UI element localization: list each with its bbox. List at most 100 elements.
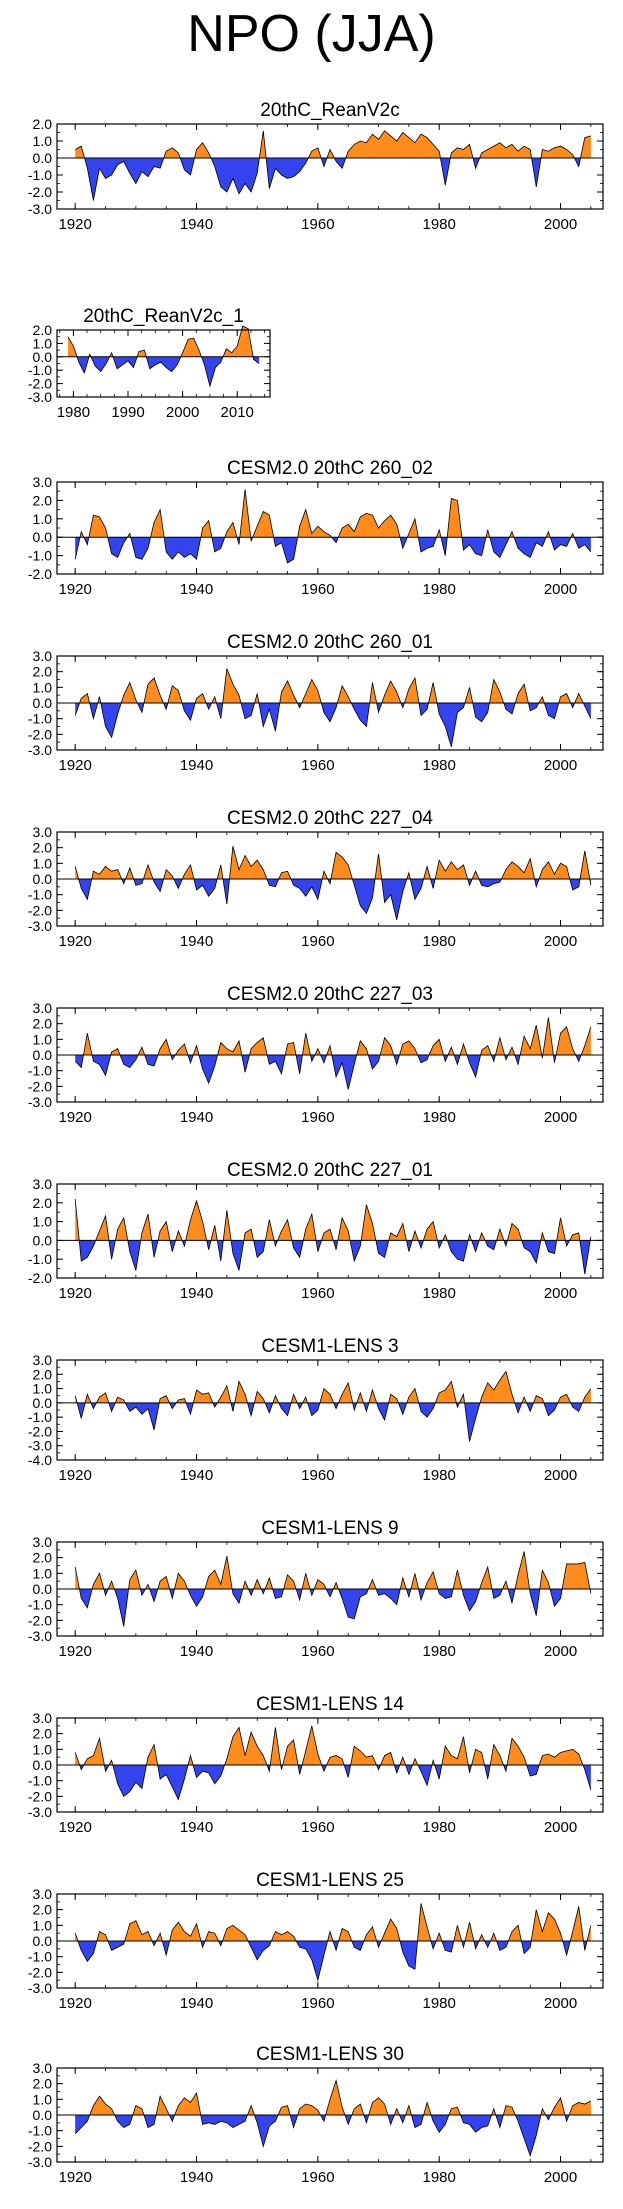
y-tick-label: 2.0	[33, 322, 53, 338]
positive-area	[303, 1214, 317, 1241]
negative-area	[376, 1765, 381, 1770]
y-tick-label: 1.0	[33, 2091, 53, 2107]
x-tick-label: 1940	[180, 1109, 213, 1126]
y-tick-label: -2.0	[28, 1612, 52, 1628]
negative-area	[514, 1402, 522, 1413]
positive-area	[490, 1744, 504, 1765]
negative-area	[333, 1240, 338, 1250]
chart-title: 20thC_ReanV2c_1	[83, 306, 244, 327]
y-tick-label: 2.0	[33, 1366, 53, 1382]
positive-area	[95, 1215, 109, 1241]
negative-area	[254, 2115, 279, 2147]
positive-area	[428, 682, 438, 703]
negative-area	[485, 1240, 497, 1250]
chart-panel: 20thC_ReanV2c_1 2.01.00.0-1.0-2.0-3.0 1980…	[28, 306, 271, 421]
x-tick-label: 1980	[423, 581, 456, 598]
positive-area	[224, 1727, 267, 1765]
negative-area	[503, 703, 516, 714]
positive-area	[326, 1755, 345, 1765]
positive-area	[143, 677, 164, 703]
positive-area	[350, 1746, 377, 1765]
x-tick-label: 1980	[423, 1109, 456, 1126]
positive-area	[125, 868, 134, 879]
negative-area	[363, 2115, 369, 2123]
chart-title: CESM1-LENS 25	[256, 1870, 404, 1891]
positive-area	[540, 146, 575, 158]
x-tick-label: 1920	[59, 1109, 92, 1126]
negative-area	[418, 1402, 436, 1418]
negative-area	[297, 703, 302, 708]
positive-area	[89, 2096, 115, 2115]
positive-area	[491, 2108, 496, 2115]
negative-area	[545, 2115, 551, 2120]
negative-area	[121, 879, 126, 884]
negative-area	[310, 1589, 315, 1596]
y-tick-label: -1.0	[28, 1949, 52, 1965]
x-tick-label: 1960	[301, 1467, 334, 1484]
positive-area	[174, 2093, 201, 2115]
y-tick-label: 2.0	[33, 664, 53, 680]
positive-area	[193, 1045, 199, 1055]
positive-area	[460, 1044, 468, 1055]
negative-area	[333, 1402, 339, 1409]
y-tick-label: -4.0	[28, 1452, 52, 1468]
negative-area	[351, 703, 370, 727]
positive-area	[569, 1232, 580, 1241]
x-tick-label: 1980	[423, 2169, 456, 2186]
positive-area	[356, 1392, 364, 1403]
negative-area	[352, 879, 376, 914]
positive-area	[217, 1040, 242, 1055]
positive-area	[234, 1381, 248, 1403]
y-tick-label: 0.0	[33, 695, 53, 711]
negative-area	[461, 537, 486, 556]
negative-area	[187, 1589, 205, 1607]
negative-area	[454, 1055, 461, 1065]
x-tick-label: 1920	[59, 1285, 92, 1302]
series-line	[67, 325, 260, 388]
positive-area	[394, 2108, 400, 2115]
chart-panel: CESM1-LENS 9 3.02.01.00.0-1.0-2.0-3.0 1920…	[28, 1518, 604, 1660]
negative-area	[316, 1240, 322, 1252]
y-tick-label: -2.0	[28, 1270, 52, 1286]
negative-area	[515, 2115, 541, 2156]
y-tick-label: 0.0	[33, 1047, 53, 1063]
negative-area	[495, 2115, 504, 2128]
positive-area	[388, 1223, 407, 1241]
positive-area	[243, 1229, 254, 1241]
y-tick-label: 3.0	[33, 648, 53, 664]
negative-area	[77, 1941, 97, 1962]
positive-area	[338, 1928, 352, 1941]
y-tick-label: 0.0	[33, 871, 53, 887]
negative-area	[232, 1589, 243, 1604]
negative-area	[75, 2115, 90, 2134]
negative-area	[149, 1589, 158, 1602]
negative-area	[471, 1240, 480, 1252]
negative-area	[321, 703, 338, 722]
positive-area	[121, 682, 138, 703]
negative-area	[100, 703, 122, 738]
y-tick-label: 3.0	[33, 1710, 53, 1726]
chart-panel: CESM2.0 20thC 227_04 3.02.01.00.0-1.0-2.0…	[28, 808, 604, 950]
chart-title: CESM1-LENS 9	[261, 1518, 398, 1539]
positive-area	[143, 864, 153, 879]
positive-area	[163, 869, 174, 879]
y-tick-label: 1.0	[33, 1031, 53, 1047]
x-tick-label: 2000	[544, 1109, 577, 1126]
positive-area	[435, 860, 468, 879]
negative-area	[406, 1240, 413, 1252]
y-tick-label: -1.0	[28, 1063, 52, 1079]
positive-area	[79, 693, 90, 703]
positive-area	[556, 1217, 566, 1241]
positive-area	[400, 1578, 407, 1589]
x-tick-label: 1960	[301, 757, 334, 774]
positive-area	[423, 2102, 432, 2115]
negative-area	[217, 1240, 224, 1262]
positive-area	[574, 693, 584, 703]
negative-area	[418, 703, 429, 716]
positive-area	[581, 1026, 591, 1055]
x-tick-label: 1990	[111, 404, 144, 421]
positive-area	[176, 1398, 187, 1403]
positive-area	[436, 529, 441, 538]
y-tick-label: 2.0	[33, 840, 53, 856]
positive-area	[478, 1934, 485, 1941]
